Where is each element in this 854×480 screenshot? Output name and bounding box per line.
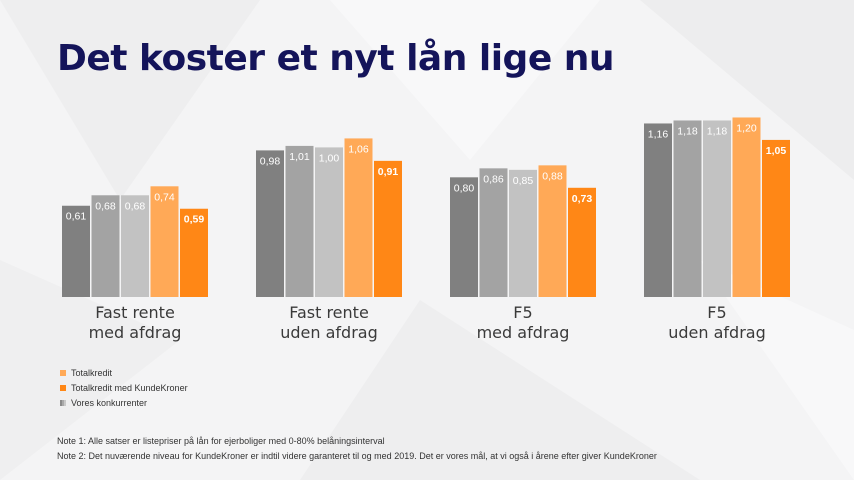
legend-item-competitors: Vores konkurrenter: [60, 395, 188, 410]
bar: [150, 186, 179, 297]
data-label: 0,68: [95, 200, 116, 212]
bar: [538, 165, 567, 297]
category-label: Fast rente: [289, 303, 369, 322]
bar: [732, 117, 761, 297]
note-1: Note 1: Alle satser er listepriser på lå…: [57, 436, 385, 446]
legend-label: Totalkredit: [71, 367, 113, 378]
category-label: uden afdrag: [668, 323, 766, 342]
data-label: 0,85: [513, 175, 534, 187]
data-label: 1,00: [319, 152, 340, 164]
data-label: 0,91: [378, 166, 399, 178]
data-label: 1,18: [677, 125, 698, 137]
bar: [644, 123, 672, 298]
bar: [180, 208, 208, 297]
category-label: med afdrag: [477, 323, 570, 342]
bar: [374, 160, 402, 297]
bar: [479, 168, 508, 297]
legend-item-totalkredit: Totalkredit: [60, 365, 188, 380]
data-label: 0,73: [572, 193, 593, 205]
bar: [450, 177, 478, 297]
data-label: 1,06: [348, 143, 369, 155]
legend-swatch-totalkredit: [60, 369, 66, 376]
bar: [62, 205, 90, 297]
category-label: F5: [513, 303, 532, 322]
category-label: uden afdrag: [280, 323, 378, 342]
legend-swatch-kundekroner: [60, 384, 66, 391]
legend-label: Vores konkurrenter: [71, 397, 148, 408]
data-label: 1,20: [736, 122, 757, 134]
data-label: 0,88: [542, 170, 563, 182]
data-label: 1,01: [289, 151, 310, 163]
data-label: 0,68: [125, 200, 146, 212]
bar: [285, 145, 314, 297]
category-label: med afdrag: [89, 323, 182, 342]
footnotes: Note 1: Alle satser er listepriser på lå…: [57, 434, 657, 464]
page-title: Det koster et nyt lån lige nu: [57, 38, 615, 79]
bar: [673, 120, 702, 297]
bar: [121, 195, 149, 297]
legend-swatch-competitors: [60, 399, 66, 406]
bar: [509, 169, 537, 297]
data-label: 1,16: [648, 128, 669, 140]
data-label: 0,98: [260, 155, 281, 167]
chart-legend: Totalkredit Totalkredit med KundeKroner …: [60, 365, 188, 410]
category-label: F5: [707, 303, 726, 322]
data-label: 0,61: [66, 211, 87, 223]
bar: [91, 195, 120, 297]
legend-item-kundekroner: Totalkredit med KundeKroner: [60, 380, 188, 395]
bar: [703, 120, 731, 297]
bar: [762, 139, 790, 297]
bar: [315, 147, 343, 297]
data-label: 0,59: [184, 214, 205, 226]
bar: [256, 150, 284, 297]
data-label: 1,05: [766, 145, 787, 157]
bar: [344, 138, 373, 297]
category-label: Fast rente: [95, 303, 175, 322]
data-label: 0,86: [483, 173, 504, 185]
data-label: 0,80: [454, 182, 475, 194]
data-label: 0,74: [154, 191, 175, 203]
note-2: Note 2: Det nuværende niveau for KundeKr…: [57, 451, 657, 461]
bar: [568, 187, 596, 297]
data-label: 1,18: [707, 125, 728, 137]
legend-label: Totalkredit med KundeKroner: [71, 382, 188, 393]
